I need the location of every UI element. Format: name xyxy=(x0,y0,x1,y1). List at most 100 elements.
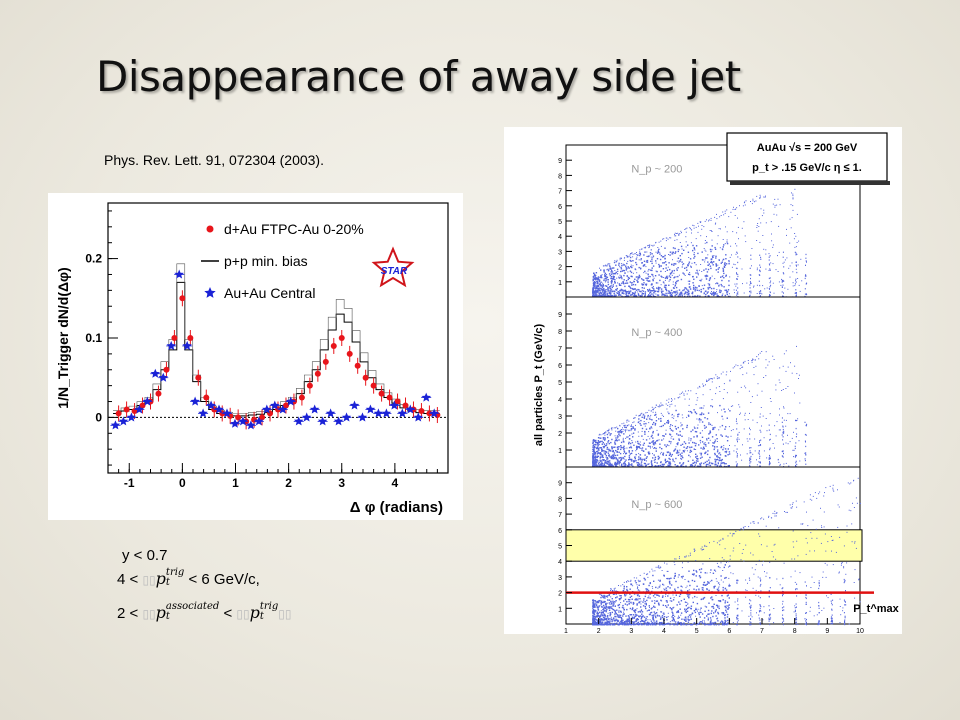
scatter-point xyxy=(709,430,711,432)
scatter-point xyxy=(793,456,794,458)
scatter-point xyxy=(799,460,801,462)
scatter-point xyxy=(712,605,714,608)
scatter-point xyxy=(643,247,645,249)
scatter-point xyxy=(693,262,696,264)
scatter-point xyxy=(749,433,751,435)
scatter-point xyxy=(670,401,672,402)
scatter-point xyxy=(638,446,641,449)
scatter-point xyxy=(653,289,655,292)
scatter-point xyxy=(616,259,618,261)
scatter-point xyxy=(792,271,794,273)
scatter-point xyxy=(678,601,680,603)
scatter-point xyxy=(619,461,621,464)
scatter-point xyxy=(644,251,646,253)
scatter-point xyxy=(599,452,601,454)
scatter-point xyxy=(663,613,665,615)
scatter-point xyxy=(703,292,705,294)
scatter-point xyxy=(783,406,784,408)
scatter-point xyxy=(664,261,667,263)
scatter-point xyxy=(737,252,738,254)
scatter-point xyxy=(723,272,725,275)
scatter-point xyxy=(699,421,701,423)
scatter-point xyxy=(674,232,676,234)
scatter-point xyxy=(821,525,822,527)
scatter-point xyxy=(669,254,671,256)
scatter-point xyxy=(699,279,701,281)
scatter-point xyxy=(656,600,659,602)
scatter-point xyxy=(709,431,712,433)
scatter-point xyxy=(660,255,663,257)
scatter-point xyxy=(642,601,644,603)
scatter-point xyxy=(636,594,639,597)
scatter-point xyxy=(724,243,726,245)
scatter-point xyxy=(782,456,784,458)
scatter-point xyxy=(805,253,807,256)
scatter-point xyxy=(592,465,594,467)
scatter-point xyxy=(838,572,840,574)
scatter-point xyxy=(622,604,624,607)
scatter-point xyxy=(683,393,685,395)
scatter-point xyxy=(614,260,616,262)
scatter-point xyxy=(637,611,640,613)
scatter-point xyxy=(697,623,700,625)
scatter-point xyxy=(769,460,770,463)
scatter-point xyxy=(782,284,784,286)
scatter-point xyxy=(682,263,685,265)
scatter-point xyxy=(655,441,657,442)
scatter-point xyxy=(776,421,778,423)
scatter-point xyxy=(604,445,607,447)
scatter-point xyxy=(667,276,669,278)
scatter-point xyxy=(651,441,653,443)
scatter-point xyxy=(593,461,596,464)
scatter-point xyxy=(665,589,668,592)
scatter-point xyxy=(670,289,673,292)
scatter-point xyxy=(594,277,596,280)
scatter-point xyxy=(711,610,713,612)
scatter-point xyxy=(611,446,613,448)
scatter-point xyxy=(715,393,717,395)
scatter-point xyxy=(630,287,632,290)
scatter-point xyxy=(609,614,611,617)
scatter-point xyxy=(768,259,770,261)
scatter-point xyxy=(724,411,726,413)
scatter-point xyxy=(596,288,598,290)
scatter-point xyxy=(652,457,654,459)
scatter-point xyxy=(658,289,660,291)
scatter-point xyxy=(604,460,606,462)
scatter-point xyxy=(643,598,645,600)
scatter-point xyxy=(668,290,670,292)
scatter-point xyxy=(663,623,665,626)
scatter-point xyxy=(605,610,607,612)
scatter-point xyxy=(620,431,623,433)
scatter-point xyxy=(645,457,648,459)
scatter-point xyxy=(699,457,702,459)
scatter-point xyxy=(674,239,676,241)
scatter-point xyxy=(679,434,681,436)
scatter-point xyxy=(742,205,744,207)
scatter-point xyxy=(789,242,791,244)
scatter-point xyxy=(628,621,631,623)
scatter-point xyxy=(603,600,605,603)
scatter-point xyxy=(628,443,630,445)
scatter-point xyxy=(652,437,654,439)
scatter-point xyxy=(673,287,675,289)
scatter-point xyxy=(688,606,690,609)
scatter-point xyxy=(725,275,727,277)
scatter-point xyxy=(594,276,596,278)
scatter-point xyxy=(706,583,708,585)
scatter-point xyxy=(723,286,725,288)
scatter-point xyxy=(661,448,663,450)
scatter-point xyxy=(769,268,771,270)
scatter-point xyxy=(772,355,774,357)
scatter-point xyxy=(700,454,702,456)
scatter-point xyxy=(616,435,618,437)
scatter-point xyxy=(592,284,595,286)
scatter-point xyxy=(679,292,681,294)
scatter-point xyxy=(645,261,647,263)
scatter-point xyxy=(701,421,704,423)
scatter-point xyxy=(644,600,646,603)
scatter-point xyxy=(635,295,638,297)
scatter-point xyxy=(740,364,742,366)
scatter-point xyxy=(603,606,605,608)
scatter-point xyxy=(749,284,751,286)
